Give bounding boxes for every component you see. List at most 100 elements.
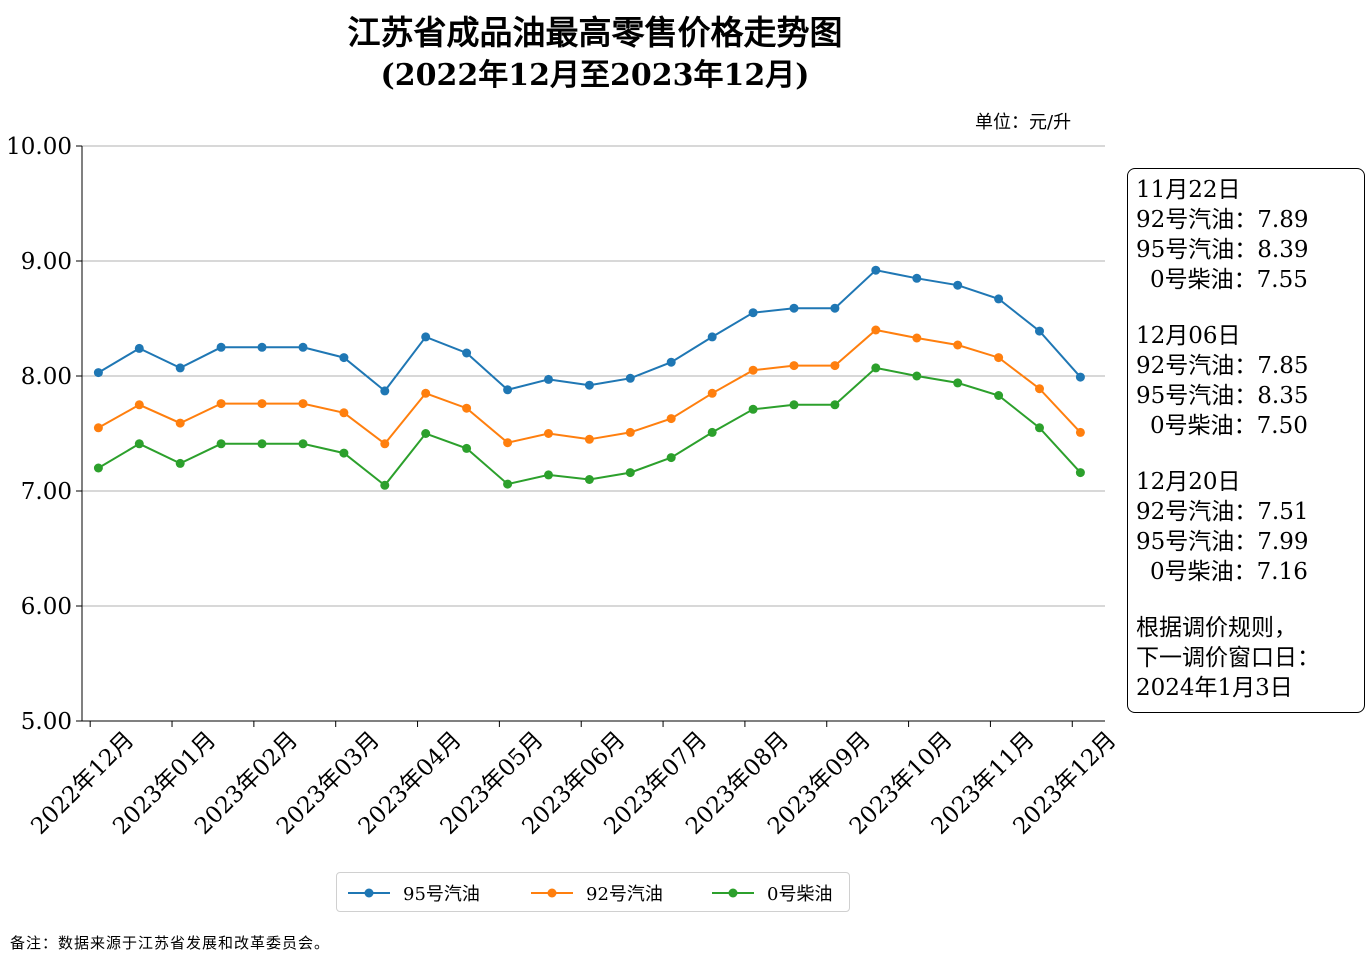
annotation-line: 0号柴油：7.16 [1136,557,1356,587]
data-point [93,423,103,433]
price-value: 7.55 [1256,267,1308,293]
annotation-block-1: 11月22日 92号汽油：7.89 95号汽油：8.39 0号柴油：7.55 [1136,175,1356,295]
data-point [544,429,553,438]
data-point [1035,326,1044,336]
data-point [93,368,103,378]
price-value: 7.51 [1257,499,1309,525]
annotation-line: 0号柴油：7.50 [1136,411,1356,441]
fuel-label: 92号汽油： [1136,207,1258,233]
y-tick-label: 9.00 [21,249,72,275]
data-point [544,470,553,480]
annotation-footer-line: 下一调价窗口日： [1136,645,1320,671]
data-point [134,400,144,410]
annotation-line: 92号汽油：7.51 [1136,497,1356,527]
data-point [503,438,513,448]
fuel-label: 92号汽油： [1136,499,1258,525]
fuel-label: 0号柴油： [1150,559,1257,585]
annotation-line: 92号汽油：7.85 [1136,351,1356,381]
data-point [830,400,840,410]
data-point [994,353,1004,363]
data-point [380,480,390,490]
data-point [339,408,349,418]
data-point [298,399,308,409]
data-point [462,443,472,453]
annotation-footer: 根据调价规则， 下一调价窗口日： 2024年1月3日 [1136,613,1356,703]
annotation-line: 95号汽油：8.39 [1136,235,1356,265]
data-point [666,357,676,367]
data-point [257,342,267,352]
unit-label: 单位：元/升 [975,112,1072,133]
data-point [789,361,799,371]
data-point [666,453,676,463]
data-point [216,439,226,449]
data-point [1035,384,1044,394]
annotation-footer-line: 根据调价规则， [1136,615,1297,641]
data-point [380,386,390,396]
annotation-date: 11月22日 [1136,177,1241,203]
data-point [339,353,349,363]
data-point [1035,423,1044,433]
annotation-date: 12月06日 [1136,323,1241,349]
annotation-block-2: 12月06日 92号汽油：7.85 95号汽油：8.35 0号柴油：7.50 [1136,321,1356,441]
annotation-spacer [1136,587,1356,613]
data-point [584,475,594,484]
data-point [1075,372,1085,382]
data-point [298,342,308,352]
price-value: 7.85 [1257,353,1309,379]
price-value: 8.39 [1257,237,1309,263]
data-point [544,374,553,384]
annotation-line: 95号汽油：7.99 [1136,527,1356,557]
data-point [462,348,472,358]
data-point [1075,427,1085,437]
chart-title: 江苏省成品油最高零售价格走势图 [347,13,843,52]
data-point [871,363,881,373]
data-point [748,308,758,318]
data-point [421,388,431,398]
data-point [748,365,758,375]
data-point [912,273,922,283]
data-point [912,333,922,343]
data-point [953,378,963,388]
data-point [584,380,594,390]
data-point [298,439,308,449]
data-point [257,439,267,449]
legend-label: 0号柴油 [767,884,833,905]
annotation-block-3: 12月20日 92号汽油：7.51 95号汽油：7.99 0号柴油：7.16 [1136,467,1356,587]
legend-marker-95 [348,888,390,898]
series-line [97,269,1082,393]
data-point [216,342,226,352]
data-point [625,373,635,383]
data-point [789,400,799,410]
data-point [912,371,922,381]
price-value: 7.16 [1256,559,1308,585]
data-point [830,303,840,313]
fuel-label: 95号汽油： [1136,383,1258,409]
y-tick-label: 10.00 [6,134,72,160]
data-point [380,439,390,449]
data-point [134,343,144,353]
legend-marker-92 [531,888,573,898]
fuel-label: 95号汽油： [1136,529,1258,555]
y-tick-label: 6.00 [21,594,72,620]
data-point [953,280,963,290]
data-point [625,427,635,437]
data-point [584,434,594,444]
data-point [93,463,103,473]
data-point [503,479,513,489]
data-point [830,361,840,371]
legend-label: 92号汽油 [586,884,663,905]
price-value: 8.35 [1257,383,1309,409]
data-point [175,458,185,468]
chart-subtitle: (2022年12月至2023年12月) [380,58,810,93]
data-point [994,391,1004,400]
annotation-footer-line: 2024年1月3日 [1136,675,1293,701]
annotation-spacer [1136,441,1356,467]
legend-marker-0 [712,888,754,898]
price-value: 7.89 [1257,207,1309,233]
data-point [257,399,267,409]
data-point [421,429,431,438]
price-annotation-box: 11月22日 92号汽油：7.89 95号汽油：8.39 0号柴油：7.55 1… [1127,168,1365,713]
data-point [175,418,185,428]
